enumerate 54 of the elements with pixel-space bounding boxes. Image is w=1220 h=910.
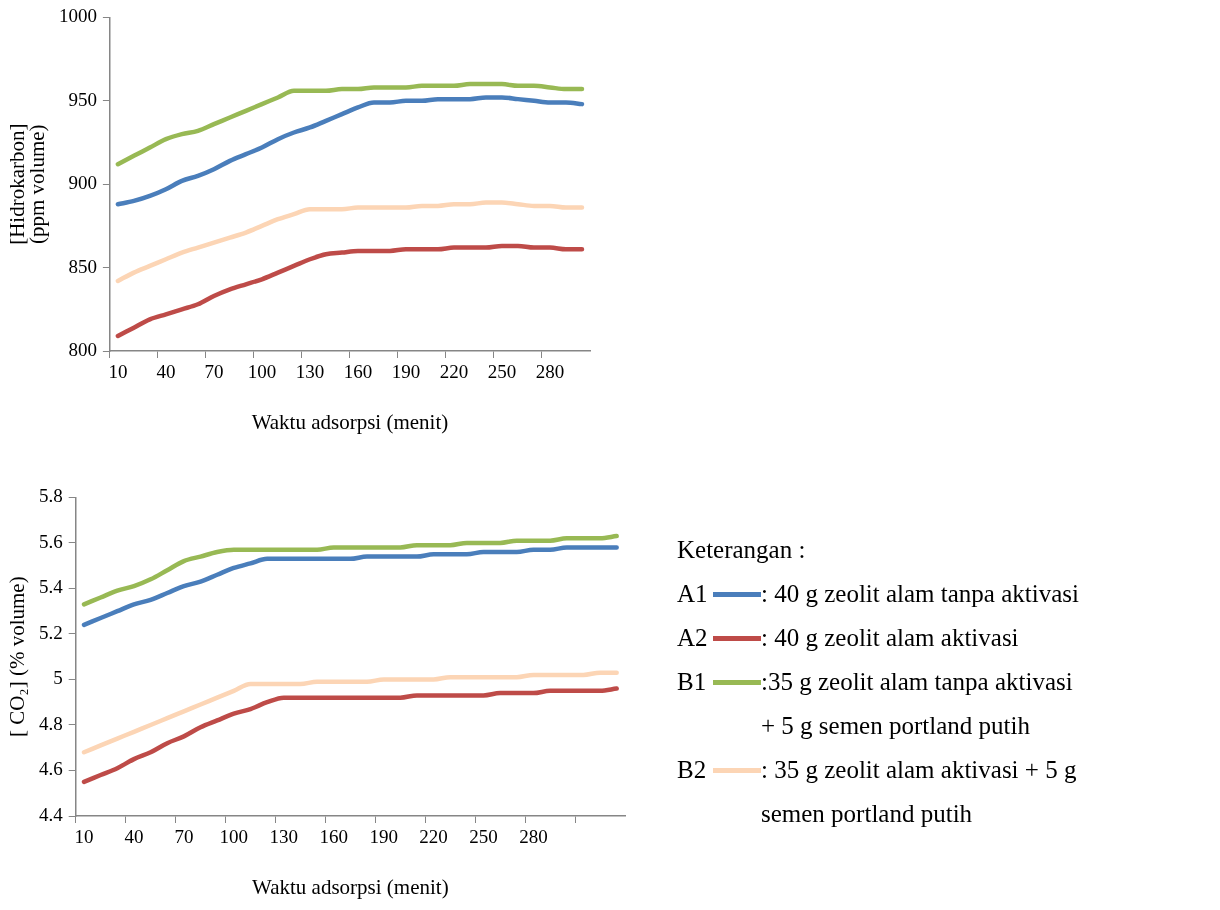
y-tick-label: 5.2 — [38, 621, 63, 643]
x-tick-label: 190 — [369, 826, 398, 848]
y-tick-label: 850 — [68, 255, 97, 277]
x-tick-label: 10 — [74, 826, 94, 848]
y-tick-label: 4.4 — [38, 803, 64, 825]
text: : 35 g zeolit alam aktivasi + 5 g semen portland putih — [761, 755, 1078, 829]
y-tick-label: 5.8 — [38, 485, 63, 507]
x-tick-label: 160 — [343, 361, 373, 383]
x-tick-label: 130 — [269, 826, 299, 848]
x-tick-label: 220 — [419, 826, 448, 848]
legend-label: A2 — [677, 623, 709, 653]
x-tick-label: 100 — [247, 361, 277, 383]
y-tick-label: 4.8 — [38, 712, 63, 734]
x-axis-title: Waktu adsorpsi (menit) — [252, 874, 449, 899]
y-axis-title: [Hidrokarbon] (ppm volume) — [5, 123, 50, 245]
x-tick-label: 100 — [219, 826, 249, 848]
line-series — [115, 95, 585, 207]
x-tick-label: 250 — [469, 826, 498, 848]
line-series — [115, 81, 585, 167]
x-tick-label: 280 — [519, 826, 548, 848]
text: : 40 g zeolit alam aktivasi — [761, 623, 1020, 653]
y-tick-label: 5.4 — [38, 576, 64, 598]
y-tick-label: 950 — [68, 88, 97, 110]
y-tick-label: 800 — [68, 338, 97, 360]
legend-label: B2 — [677, 755, 708, 785]
x-tick-label: 40 — [124, 826, 144, 848]
line-series — [115, 200, 585, 284]
x-tick-label: 250 — [487, 361, 517, 383]
x-axis-title: Waktu adsorpsi (menit) — [251, 409, 449, 434]
line-series — [81, 533, 619, 607]
legend-label: A1 — [677, 579, 709, 609]
x-tick-label: 70 — [204, 361, 224, 383]
y-tick-label: 5.6 — [38, 530, 63, 552]
y-axis-title: [ CO₂] (% volume) — [5, 576, 30, 738]
x-tick-label: 10 — [108, 361, 128, 383]
x-tick-label: 70 — [174, 826, 194, 848]
legend-label: B1 — [677, 667, 708, 697]
line-series — [81, 686, 619, 785]
x-tick-label: 130 — [295, 361, 325, 383]
legend-title: Keterangan : — [677, 535, 807, 565]
y-tick-label: 5 — [53, 667, 63, 689]
line-series — [81, 670, 619, 755]
line-series — [81, 545, 619, 628]
text: : 40 g zeolit alam tanpa aktivasi — [761, 579, 1080, 609]
x-tick-label: 160 — [319, 826, 348, 848]
x-tick-label: 220 — [439, 361, 469, 383]
line-series — [115, 243, 585, 339]
y-tick-label: 900 — [68, 172, 97, 194]
y-tick-label: 1000 — [58, 5, 97, 27]
x-tick-label: 190 — [391, 361, 421, 383]
x-tick-label: 40 — [156, 361, 176, 383]
x-tick-label: 280 — [535, 361, 565, 383]
text: :35 g zeolit alam tanpa aktivasi + 5 g semen portland putih — [761, 667, 1074, 741]
y-tick-label: 4.6 — [38, 758, 63, 780]
